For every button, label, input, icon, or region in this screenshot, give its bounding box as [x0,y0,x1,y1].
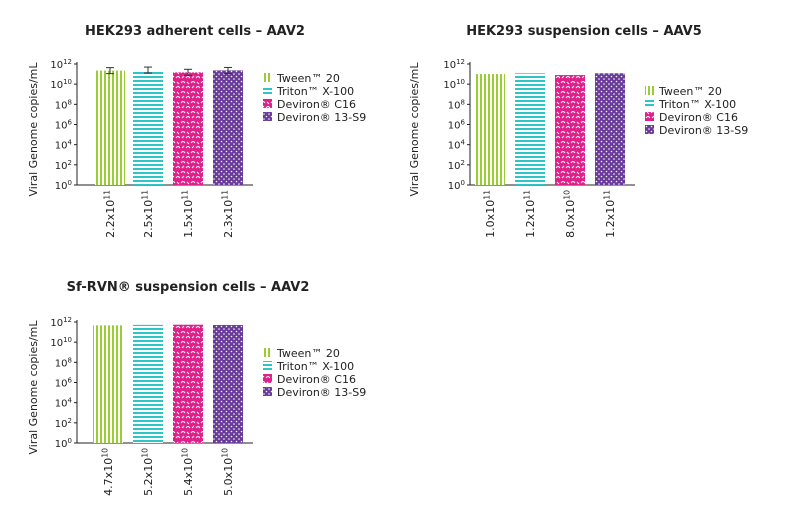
legend-swatch [263,361,272,370]
y-tick-label: 104 [55,139,73,152]
bar-3 [555,75,585,185]
legend-label: Deviron® C16 [277,98,356,111]
bar-value-label: 1.2x1011 [523,190,537,238]
legend-label: Tween™ 20 [276,72,340,85]
bar-1 [475,74,505,185]
y-tick-label: 102 [55,159,72,172]
bar-4 [213,70,243,185]
y-tick-label: 1012 [443,58,465,71]
y-axis-label: Viral Genome copies/mL [27,320,40,455]
y-tick-label: 1012 [50,316,72,329]
y-tick-label: 104 [55,397,73,410]
bar-2 [133,324,163,443]
error-bar [184,68,192,76]
legend-label: Deviron® C16 [277,373,356,386]
legend-label: Tween™ 20 [276,347,340,360]
bar-value-label: 8.0x1010 [563,190,577,238]
bar-value-label: 5.0x1010 [221,448,235,496]
bar-4 [595,73,625,185]
legend-swatch [263,112,272,121]
legend-swatch [645,99,654,108]
y-tick-label: 102 [448,159,465,172]
chart-title: HEK293 adherent cells – AAV2 [85,24,305,39]
y-tick-label: 104 [448,139,466,152]
legend-label: Deviron® 13-S9 [659,124,748,137]
bar-4 [213,325,243,443]
bar-value-label: 1.0x1011 [483,190,497,238]
y-tick-label: 1010 [50,78,72,91]
legend-swatch [263,73,272,82]
chart-3: Sf-RVN® suspension cells – AAV2 Viral Gen… [27,280,366,496]
error-bar [106,67,114,75]
legend-swatch [263,99,272,108]
legend-label: Triton™ X-100 [658,98,736,111]
chart-1: HEK293 adherent cells – AAV2 Viral Genome… [27,24,366,238]
error-bar [224,66,232,74]
legend-label: Deviron® 13-S9 [277,111,366,124]
chart-title: Sf-RVN® suspension cells – AAV2 [67,280,310,295]
bar-value-label: 1.5x1011 [181,190,195,238]
y-tick-label: 100 [448,179,465,192]
y-axis-label: Viral Genome copies/mL [408,62,421,197]
legend-label: Triton™ X-100 [276,360,354,373]
y-tick-label: 1010 [443,78,465,91]
legend-label: Deviron® C16 [659,111,738,124]
bar-value-label: 4.7x1010 [101,448,115,496]
legend-swatch [645,125,654,134]
y-axis-label: Viral Genome copies/mL [27,62,40,197]
bar-value-label: 2.5x1011 [141,190,155,238]
y-tick-label: 106 [55,377,73,390]
legend-label: Triton™ X-100 [276,85,354,98]
bar-3 [173,72,203,185]
legend-swatch [263,86,272,95]
bar-1 [95,70,125,185]
legend-swatch [263,374,272,383]
bar-3 [173,324,203,443]
y-tick-label: 100 [55,437,72,450]
bar-2 [133,70,163,185]
bar-2 [515,73,545,185]
legend-swatch [263,387,272,396]
bar-value-label: 2.3x1011 [221,190,235,238]
chart-2: HEK293 suspension cells – AAV5 Viral Geno… [408,24,748,238]
legend-swatch [263,348,272,357]
y-tick-label: 102 [55,417,72,430]
bar-value-label: 5.2x1010 [141,448,155,496]
legend-swatch [645,86,654,95]
bar-value-label: 2.2x1011 [103,190,117,238]
chart-title: HEK293 suspension cells – AAV5 [466,24,702,39]
legend-swatch [645,112,654,121]
y-tick-label: 108 [55,98,72,111]
y-tick-label: 106 [55,119,73,132]
bar-value-label: 5.4x1010 [181,448,195,496]
y-tick-label: 100 [55,179,72,192]
legend-label: Tween™ 20 [658,85,722,98]
y-tick-label: 108 [448,98,465,111]
y-tick-label: 1010 [50,336,72,349]
y-tick-label: 108 [55,356,72,369]
error-bar [144,66,152,74]
bar-value-label: 1.2x1011 [603,190,617,238]
y-tick-label: 106 [448,119,466,132]
legend-label: Deviron® 13-S9 [277,386,366,399]
y-tick-label: 1012 [50,58,72,71]
bar-1 [93,325,123,443]
